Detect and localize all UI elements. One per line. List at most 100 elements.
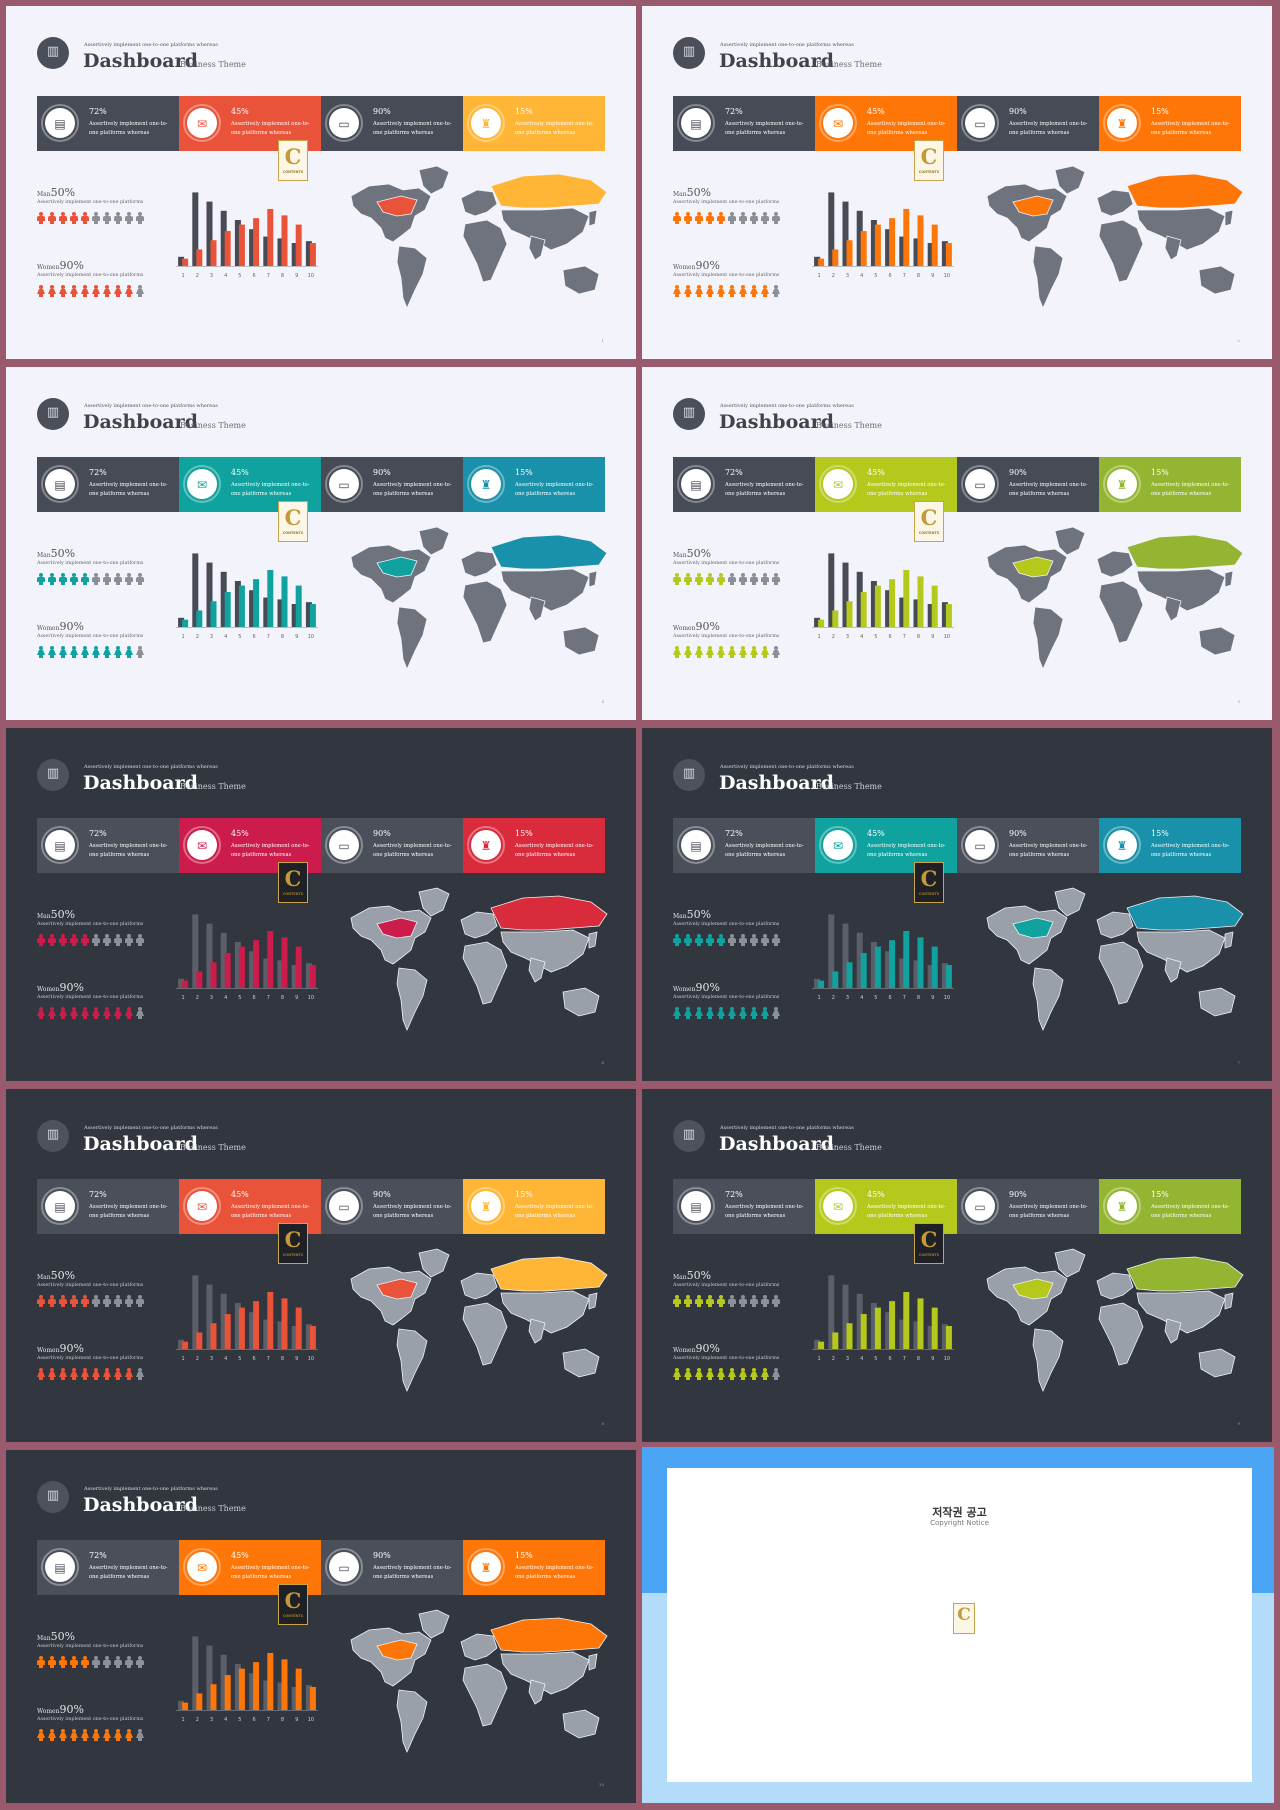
map-region-eu [460, 1633, 498, 1661]
women-icon-row [37, 1729, 144, 1741]
kpi-value: 45% [867, 468, 885, 477]
women-value: 90% [59, 259, 84, 272]
woman-icon [81, 1729, 89, 1741]
bar-series-1 [249, 1312, 256, 1349]
men-icon-row [673, 573, 780, 585]
dashboard-logo-icon: ▥ [673, 398, 705, 430]
woman-icon [81, 646, 89, 658]
map-region-ru [1126, 173, 1244, 209]
x-tick-label: 6 [889, 995, 892, 1001]
man-icon [706, 1295, 714, 1307]
man-icon [772, 212, 780, 224]
x-tick-label: 3 [210, 1717, 213, 1723]
header-eyebrow: Assertively implement one-to-one platfor… [720, 42, 854, 48]
bar-series-2 [860, 592, 867, 627]
kpi-card: ▭ 90% Assertively implement one-to-one pla… [957, 818, 1099, 873]
bar-series-1 [842, 201, 849, 266]
badge-letter: C [284, 1227, 302, 1252]
map-region-ca [1012, 195, 1054, 217]
bar-series-1 [941, 241, 948, 266]
bar-series-1 [885, 229, 892, 266]
map-region-af [1098, 219, 1144, 283]
woman-icon [48, 1007, 56, 1019]
map-region-jp [1224, 570, 1234, 588]
bar-series-2 [253, 218, 260, 266]
woman-icon [125, 646, 133, 658]
bar-series-1 [277, 1321, 284, 1349]
dashboard-logo-icon: ▥ [37, 759, 69, 791]
bar-series-1 [178, 617, 185, 627]
kpi-icon-glyph: ▤ [690, 839, 702, 853]
kpi-card: ▤ 72% Assertively implement one-to-one pla… [673, 818, 815, 873]
chat-icon: ✉ [183, 826, 221, 864]
men-value: 50% [50, 908, 76, 921]
man-icon [717, 573, 725, 585]
kpi-icon-glyph: ▭ [338, 117, 350, 131]
woman-icon [103, 1368, 111, 1380]
bar-series-1 [305, 241, 312, 266]
kpi-text: Assertively implement one-to-one platfor… [231, 1565, 310, 1580]
woman-icon [70, 1368, 78, 1380]
badge-text: CONTENTS [282, 1614, 304, 1618]
map-region-as [500, 1290, 590, 1334]
men-stat-caption: Assertively implement one-to-one platfor… [37, 1283, 144, 1288]
man-icon [81, 573, 89, 585]
page-number: 2 [1237, 338, 1240, 343]
woman-icon [750, 285, 758, 297]
map-region-jp [588, 209, 598, 227]
x-tick-label: 10 [308, 1356, 314, 1362]
woman-icon [728, 1007, 736, 1019]
women-icon-row [673, 1368, 780, 1380]
kpi-row: ▤ 72% Assertively implement one-to-one pla… [673, 96, 1241, 151]
map-region-ca [1012, 1278, 1054, 1300]
kpi-value: 15% [1151, 107, 1169, 116]
bar-series-1 [870, 220, 877, 266]
map-region-greenland [1054, 526, 1086, 556]
bar-series-1 [192, 192, 199, 266]
kpi-text: Assertively implement one-to-one platfor… [867, 482, 946, 497]
woman-icon [136, 1368, 144, 1380]
woman-icon [70, 285, 78, 297]
chart-glyph: ▥ [46, 766, 60, 781]
woman-icon [81, 1007, 89, 1019]
map-region-ca [376, 195, 418, 217]
women-stat-label: Women90% [37, 1342, 84, 1355]
bar-series-1 [913, 1321, 920, 1349]
kpi-value: 90% [1009, 468, 1027, 477]
women-stat-label: Women90% [37, 981, 84, 994]
kpi-value: 90% [1009, 107, 1027, 116]
bar-series-2 [917, 576, 924, 627]
woman-icon [125, 1729, 133, 1741]
x-tick-label: 9 [931, 1356, 934, 1362]
bar-series-2 [945, 243, 952, 266]
women-label: Women [673, 986, 696, 993]
map-region-ru [490, 173, 608, 209]
woman-icon [772, 646, 780, 658]
kpi-card: ♜ 15% Assertively implement one-to-one pla… [463, 1179, 605, 1234]
bar-series-1 [206, 1645, 213, 1710]
bar-series-2 [818, 619, 825, 627]
x-tick-label: 5 [874, 273, 877, 279]
women-value: 90% [59, 620, 84, 633]
bar-series-1 [305, 602, 312, 627]
map-region-india [528, 1318, 546, 1344]
women-label: Women [673, 264, 696, 271]
map-region-af [1098, 941, 1144, 1005]
map-region-eu [460, 189, 498, 217]
man-icon [761, 1295, 769, 1307]
woman-icon [125, 1007, 133, 1019]
woman-icon [750, 646, 758, 658]
map-region-greenland [418, 165, 450, 195]
bar-series-1 [856, 932, 863, 988]
man-icon [761, 934, 769, 946]
bar-series-1 [263, 236, 270, 266]
bar-series-1 [178, 256, 185, 266]
bar-series-1 [206, 562, 213, 627]
world-map [350, 1609, 608, 1754]
map-region-sa [1032, 606, 1064, 671]
kpi-card: ✉ 45% Assertively implement one-to-one pla… [815, 1179, 957, 1234]
woman-icon [695, 1007, 703, 1019]
x-tick-label: 3 [846, 634, 849, 640]
woman-icon [59, 646, 67, 658]
page-title: Dashboard [83, 1133, 198, 1155]
